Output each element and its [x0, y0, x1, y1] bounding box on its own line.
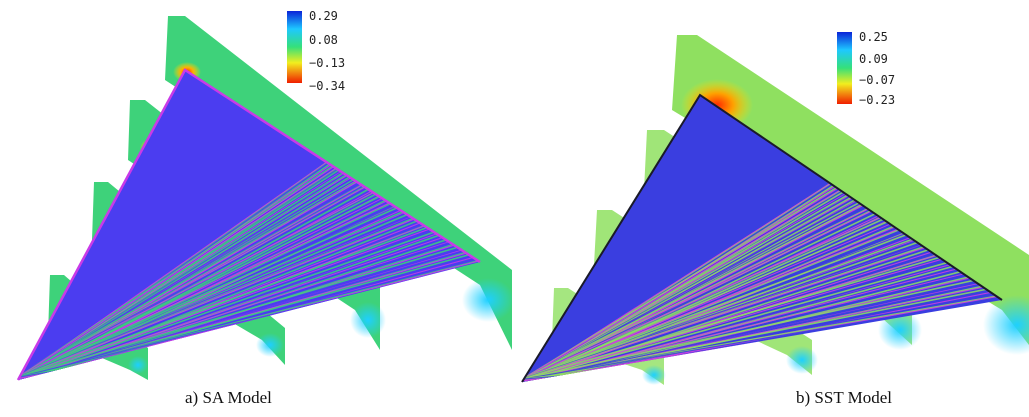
colorbar-tick: 0.08 — [309, 33, 338, 47]
colorbar-tick: −0.23 — [859, 93, 895, 107]
color-bar: 0.29 0.08 −0.13 −0.34 — [287, 9, 345, 93]
sa-model-surface-figure: 0.29 0.08 −0.13 −0.34 — [16, 9, 512, 381]
colorbar-tick: 0.25 — [859, 30, 888, 44]
colorbar-tick: −0.13 — [309, 56, 345, 70]
panel-sa-model: 0.29 0.08 −0.13 −0.34 a) SA Model — [0, 0, 512, 417]
colorbar-tick: −0.34 — [309, 79, 345, 93]
colorbar-tick: 0.09 — [859, 52, 888, 66]
figure-caption: b) SST Model — [796, 388, 893, 407]
color-bar: 0.25 0.09 −0.07 −0.23 — [837, 30, 895, 107]
figure-caption: a) SA Model — [185, 388, 272, 407]
colorbar-tick: 0.29 — [309, 9, 338, 23]
panel-sst-model: 0.25 0.09 −0.07 −0.23 b) SST Model — [512, 0, 1029, 417]
sst-model-surface-figure: 0.25 0.09 −0.07 −0.23 — [521, 30, 1029, 385]
colorbar-tick: −0.07 — [859, 73, 895, 87]
